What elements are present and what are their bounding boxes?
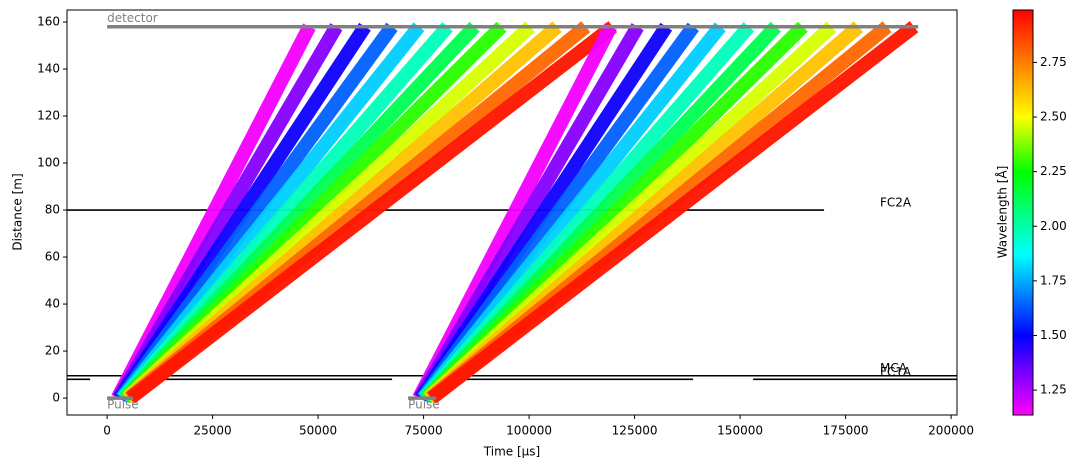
x-tick-label: 200000 xyxy=(928,424,974,438)
ray xyxy=(427,21,919,404)
y-axis-label: Distance [m] xyxy=(11,173,25,250)
colorbar-tick-label: 1.75 xyxy=(1040,273,1067,287)
colorbar-tick-label: 1.50 xyxy=(1040,328,1067,342)
x-tick-label: 75000 xyxy=(404,424,442,438)
x-axis-label: Time [µs] xyxy=(483,445,540,459)
rays xyxy=(111,21,919,404)
colorbar-tick-label: 2.00 xyxy=(1040,219,1067,233)
x-tick-label: 25000 xyxy=(193,424,231,438)
x-tick-label: 175000 xyxy=(823,424,869,438)
chopper-label: FC2A xyxy=(880,196,912,210)
pulse-label: Pulse xyxy=(408,398,440,412)
chopper-label: FC1A xyxy=(880,365,912,379)
colorbar-tick-label: 1.25 xyxy=(1040,383,1067,397)
chopper-label: MCA xyxy=(880,361,908,375)
y-tick-label: 120 xyxy=(37,109,60,123)
y-tick-label: 140 xyxy=(37,61,60,75)
x-tick-label: 150000 xyxy=(717,424,763,438)
colorbar-label: Wavelength [Å] xyxy=(995,166,1010,259)
y-tick-label: 0 xyxy=(52,391,60,405)
colorbar-tick-label: 2.50 xyxy=(1040,110,1067,124)
detector-label: detector xyxy=(107,11,158,25)
plot-frame xyxy=(66,9,958,416)
colorbar-tick-label: 2.25 xyxy=(1040,164,1067,178)
y-tick-label: 80 xyxy=(45,203,60,217)
x-tick-label: 125000 xyxy=(612,424,658,438)
x-tick-label: 0 xyxy=(103,424,111,438)
y-tick-label: 20 xyxy=(45,344,60,358)
pulse-label: Pulse xyxy=(107,398,139,412)
colorbar-tick-label: 2.75 xyxy=(1040,55,1067,69)
y-tick-label: 60 xyxy=(45,250,60,264)
y-tick-label: 40 xyxy=(45,297,60,311)
x-tick-label: 100000 xyxy=(506,424,552,438)
ray xyxy=(126,21,618,404)
y-tick-label: 160 xyxy=(37,14,60,28)
colorbar xyxy=(1012,9,1034,416)
x-tick-label: 50000 xyxy=(299,424,337,438)
y-tick-label: 100 xyxy=(37,156,60,170)
